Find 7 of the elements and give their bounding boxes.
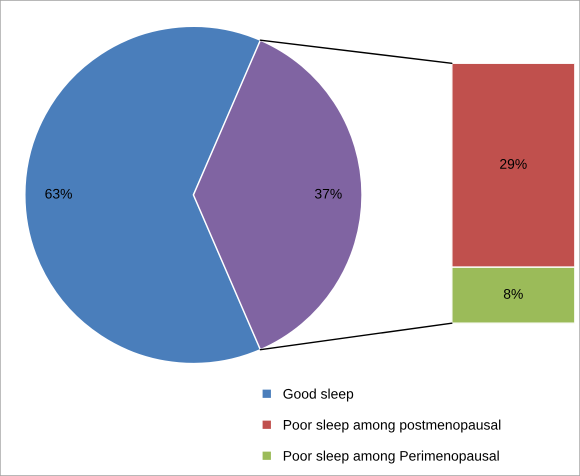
legend-label: Poor sleep among postmenopausal <box>284 420 500 432</box>
data-label: 37% <box>314 188 342 199</box>
legend-label: Good sleep <box>283 388 354 402</box>
legend-label: Poor sleep among Perimenopausal <box>284 450 499 464</box>
data-label: 63% <box>45 188 72 199</box>
data-label: 29% <box>500 159 527 169</box>
data-label: 8% <box>504 289 523 299</box>
